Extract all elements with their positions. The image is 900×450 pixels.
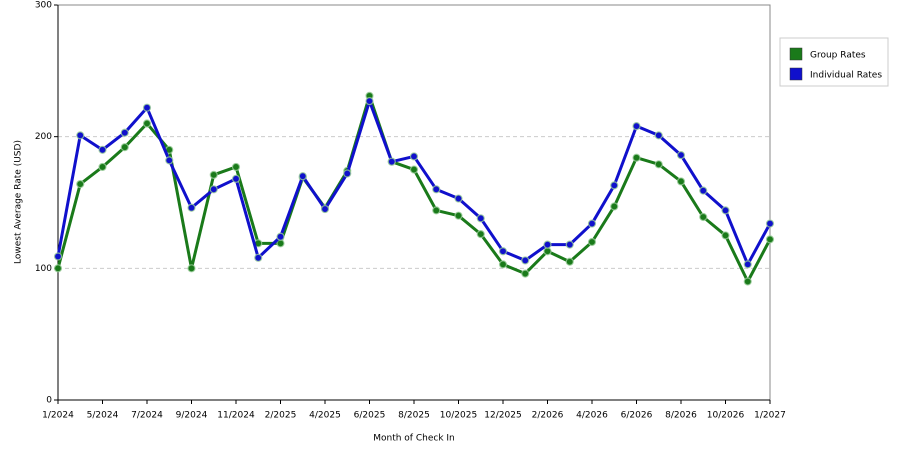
data-point xyxy=(120,128,129,137)
series-line xyxy=(56,94,772,283)
data-point xyxy=(343,169,352,178)
data-point xyxy=(187,264,196,273)
x-tick-label: 9/2024 xyxy=(176,411,208,421)
y-tick-label: 0 xyxy=(46,396,52,406)
data-point xyxy=(721,231,730,240)
data-point xyxy=(76,131,85,140)
data-point xyxy=(676,177,686,186)
data-point xyxy=(476,230,485,239)
data-point xyxy=(432,206,441,215)
x-tick-label: 1/2027 xyxy=(754,411,786,421)
x-axis-label: Month of Check In xyxy=(373,434,455,444)
plot-frame xyxy=(57,4,771,401)
data-point xyxy=(142,119,152,128)
data-point xyxy=(699,212,708,222)
data-point xyxy=(543,240,552,249)
data-point xyxy=(610,181,619,190)
data-point xyxy=(498,260,508,269)
data-point xyxy=(721,206,730,215)
data-point xyxy=(187,203,196,212)
data-point xyxy=(142,103,152,112)
x-tick-label: 4/2026 xyxy=(576,411,608,421)
data-point xyxy=(454,211,463,220)
data-point xyxy=(409,165,419,174)
data-point xyxy=(53,264,63,273)
x-tick-label: 11/2024 xyxy=(217,411,255,421)
x-tick-label: 10/2026 xyxy=(707,411,745,421)
x-tick-label: 8/2025 xyxy=(398,411,430,421)
x-tick-label: 12/2025 xyxy=(484,411,521,421)
legend-label: Group Rates xyxy=(810,51,866,61)
data-point xyxy=(320,204,330,214)
x-tick-label: 2/2025 xyxy=(265,411,297,421)
legend-swatch xyxy=(789,47,803,61)
data-point xyxy=(409,152,419,161)
data-point xyxy=(521,269,530,278)
data-point xyxy=(565,257,574,266)
data-point xyxy=(632,122,641,131)
legend-label: Individual Rates xyxy=(810,71,882,81)
data-point xyxy=(387,157,396,166)
y-tick-label: 200 xyxy=(35,132,52,142)
data-point xyxy=(432,185,441,194)
data-point xyxy=(654,160,663,169)
data-point xyxy=(743,260,752,269)
data-point xyxy=(765,219,775,228)
data-point xyxy=(209,170,218,179)
data-point xyxy=(454,194,463,203)
data-point xyxy=(543,247,552,256)
data-point xyxy=(298,172,307,181)
x-tick-label: 6/2025 xyxy=(354,411,386,421)
data-point xyxy=(743,277,752,286)
x-tick-label: 10/2025 xyxy=(440,411,477,421)
data-point xyxy=(676,151,686,160)
x-tick-label: 8/2026 xyxy=(665,411,697,421)
data-point xyxy=(209,185,218,194)
data-point xyxy=(476,214,485,223)
data-point xyxy=(276,232,285,241)
x-tick-label: 6/2026 xyxy=(621,411,653,421)
series-line xyxy=(56,99,772,266)
legend-swatch xyxy=(789,67,803,81)
data-point xyxy=(231,162,241,172)
data-point xyxy=(120,143,129,152)
data-point xyxy=(98,145,107,154)
data-point xyxy=(165,156,174,165)
data-point xyxy=(632,153,641,162)
data-point xyxy=(587,219,597,228)
data-point xyxy=(365,97,374,106)
data-point xyxy=(565,240,574,249)
data-point xyxy=(498,247,508,256)
y-tick-label: 300 xyxy=(35,1,52,11)
data-point xyxy=(610,202,619,211)
y-tick-label: 100 xyxy=(35,264,52,274)
x-tick-label: 7/2024 xyxy=(131,411,163,421)
data-point xyxy=(654,131,663,140)
x-tick-label: 1/2024 xyxy=(42,411,74,421)
data-point xyxy=(521,256,530,265)
x-tick-label: 2/2026 xyxy=(532,411,564,421)
x-tick-label: 4/2025 xyxy=(309,411,341,421)
data-point xyxy=(98,162,107,172)
data-point xyxy=(254,253,263,262)
y-axis-label: Lowest Average Rate (USD) xyxy=(14,140,24,264)
data-point xyxy=(587,237,597,247)
data-point xyxy=(699,186,708,195)
x-tick-label: 5/2024 xyxy=(87,411,119,421)
data-point xyxy=(76,179,85,189)
data-point xyxy=(231,174,241,183)
data-point xyxy=(765,235,775,244)
data-point xyxy=(53,252,63,261)
